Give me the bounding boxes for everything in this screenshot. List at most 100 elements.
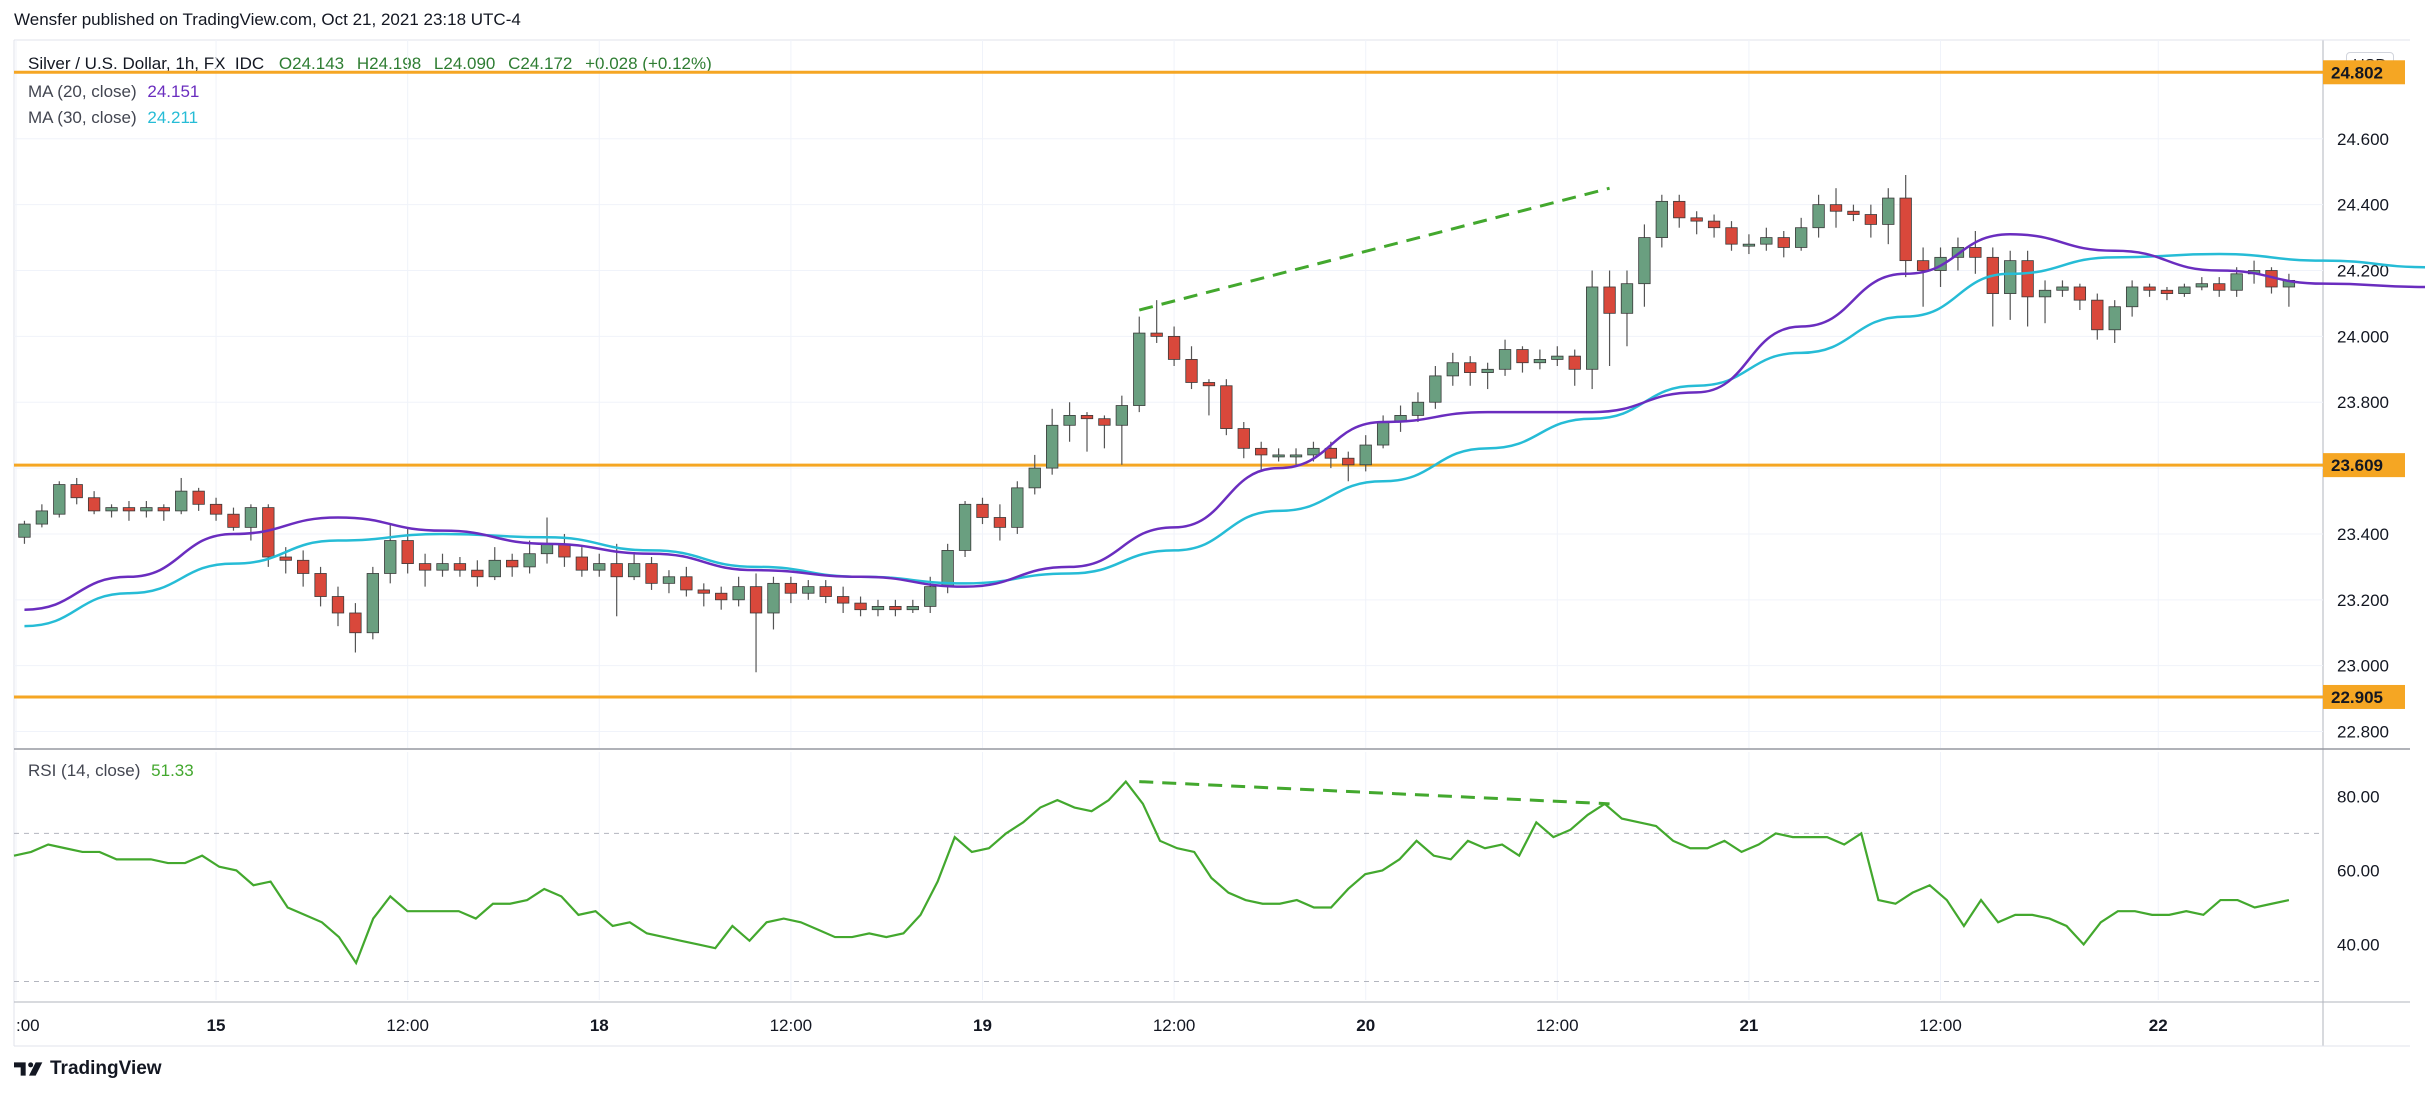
candle-body (1411, 401, 1425, 416)
candle-body (471, 569, 484, 578)
candle-body (767, 582, 780, 614)
candle-body (1255, 447, 1268, 456)
candle-body (1742, 243, 1756, 247)
candle-body (1620, 283, 1634, 314)
price-tick-label: 23.000 (2337, 657, 2389, 676)
candle-body (384, 540, 397, 574)
candle-body (1951, 247, 1965, 258)
candle-body (802, 586, 815, 594)
price-tick-label: 23.800 (2337, 393, 2389, 412)
candle-body (175, 490, 188, 512)
candle-body (418, 563, 432, 571)
candle-body (2073, 286, 2087, 301)
level-price-tag (2323, 60, 2405, 85)
candle-body (976, 503, 989, 518)
publisher-header: Wensfer published on TradingView.com, Oc… (14, 10, 521, 29)
candle-body (2108, 306, 2121, 331)
candle-body (1969, 247, 1982, 258)
symbol-name[interactable]: Silver / U.S. Dollar, 1h, FX_IDC (28, 54, 265, 73)
candle-body (1220, 385, 1233, 429)
high-value: H24.198 (356, 54, 422, 73)
time-tick-label: 22 (2149, 1016, 2168, 1035)
candle-body (680, 576, 693, 591)
candle-body (297, 559, 310, 574)
candle-body (1690, 217, 1703, 222)
price-tick-label: 24.600 (2337, 130, 2389, 149)
time-tick-label: :00 (16, 1016, 40, 1035)
time-tick-label: 18 (590, 1016, 609, 1035)
candle-body (35, 510, 49, 525)
price-divergence-trendline (1138, 186, 1610, 312)
candle-body (610, 563, 623, 578)
rsi-legend[interactable]: RSI (14, close) 51.33 (28, 761, 194, 781)
ma20-line (24, 233, 2425, 611)
ma30-value: 24.211 (147, 108, 199, 127)
time-tick-label: 12:00 (386, 1016, 429, 1035)
ma30-legend[interactable]: MA (30, close) 24.211 (28, 108, 198, 128)
candle-body (2038, 289, 2052, 298)
candle-body (871, 606, 885, 611)
candle-body (366, 573, 379, 634)
candle-body (227, 513, 240, 528)
ma20-value: 24.151 (147, 82, 200, 101)
time-tick-label: 19 (973, 1016, 992, 1035)
candle-body (540, 543, 554, 555)
candle-body (453, 563, 467, 571)
candle-body (1080, 415, 1094, 420)
candle-body (1133, 332, 1146, 406)
candle-body (1167, 335, 1181, 360)
candle-body (1028, 467, 1041, 489)
candle-body (1725, 227, 1738, 245)
candle-body (331, 596, 345, 614)
candle-body (1376, 421, 1390, 446)
time-tick-label: 15 (207, 1016, 226, 1035)
time-tick-label: 12:00 (1153, 1016, 1196, 1035)
time-tick-label: 12:00 (770, 1016, 813, 1035)
candle-body (523, 553, 536, 568)
close-value: C24.172 (508, 54, 573, 73)
candle-body (1864, 214, 1877, 225)
candle-body (122, 507, 136, 512)
candle-body (401, 540, 414, 564)
candle-body (2004, 260, 2017, 294)
candle-body (1272, 454, 1285, 458)
candle-body (244, 507, 258, 528)
candle-body (715, 592, 728, 601)
candle-body (593, 563, 606, 571)
candle-body (1655, 200, 1668, 238)
candle-body (2021, 260, 2034, 298)
tradingview-logo-icon (14, 1062, 43, 1076)
candle-body (906, 606, 919, 611)
candle-body (506, 559, 519, 568)
candle-body (192, 490, 205, 505)
candle-body (1847, 210, 1860, 215)
candle-body (1098, 418, 1111, 426)
candle-body (314, 573, 327, 597)
time-tick-label: 12:00 (1536, 1016, 1579, 1035)
low-value: L24.090 (433, 54, 496, 73)
candle-body (1829, 204, 1843, 212)
candle-body (140, 507, 153, 512)
candle-body (1586, 286, 1599, 370)
footer-brand[interactable]: TradingView (14, 1058, 162, 1080)
candle-body (1568, 355, 1581, 370)
candle-body (279, 556, 292, 561)
change-value: +0.028 (+0.12%) (585, 54, 712, 73)
candle-body (1307, 447, 1320, 456)
candle-body (1446, 362, 1459, 377)
price-tick-label: 23.400 (2337, 525, 2389, 544)
candle-body (749, 586, 763, 614)
rsi-tick-label: 80.00 (2337, 787, 2380, 806)
rsi-line (13, 779, 2290, 966)
candle-body (836, 596, 850, 604)
level-price-label: 24.802 (2331, 63, 2383, 82)
candle-body (1063, 415, 1076, 426)
rsi-divergence-trendline (1139, 780, 1610, 806)
candle-body (627, 563, 641, 578)
level-price-label: 23.609 (2331, 456, 2383, 475)
ma20-legend[interactable]: MA (20, close) 24.151 (28, 82, 199, 102)
candle-body (819, 586, 832, 597)
candle-body (1760, 237, 1773, 245)
candle-body (1707, 220, 1721, 229)
